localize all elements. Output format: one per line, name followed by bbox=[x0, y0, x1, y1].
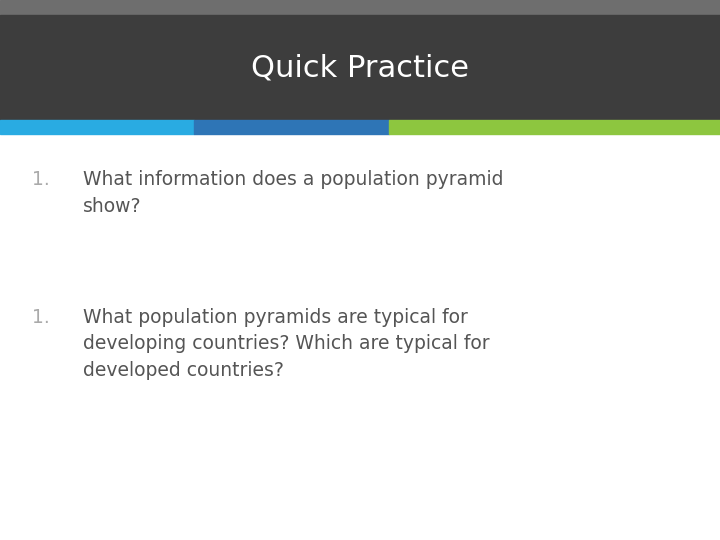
Text: 1.: 1. bbox=[32, 170, 50, 189]
Text: What information does a population pyramid
show?: What information does a population pyram… bbox=[83, 170, 503, 215]
Bar bbox=[389, 120, 720, 134]
Text: Quick Practice: Quick Practice bbox=[251, 53, 469, 82]
Text: What population pyramids are typical for
developing countries? Which are typical: What population pyramids are typical for… bbox=[83, 308, 490, 380]
Bar bbox=[194, 120, 389, 134]
Bar bbox=[0, 0, 720, 15]
Bar bbox=[0, 120, 194, 134]
Text: 1.: 1. bbox=[32, 308, 50, 327]
Bar bbox=[0, 15, 720, 120]
